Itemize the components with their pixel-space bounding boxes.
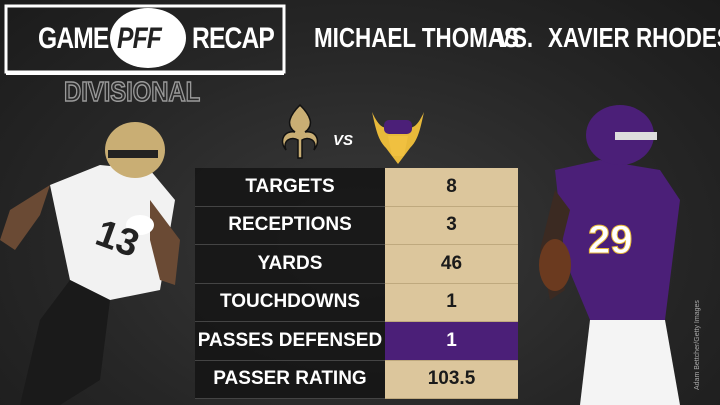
stat-value: 1 [385,322,518,361]
stat-label: TARGETS [195,168,385,207]
header-game: GAME [38,22,109,55]
stat-label: TOUCHDOWNS [195,283,385,322]
logos-vs: VS [333,132,354,149]
logo-oval [110,8,186,68]
saints-logo [281,103,319,159]
jersey-right: 29 [588,218,633,263]
player-right [539,105,680,405]
stat-value: 1 [385,283,518,322]
stat-label: PASSER RATING [195,360,385,399]
player1-name: MICHAEL THOMAS [314,22,519,53]
vikings-logo [372,112,424,164]
header-recap: RECAP [192,22,275,55]
header-logo: PFF [117,22,162,55]
stat-label: RECEPTIONS [195,206,385,245]
photo-credit: Adam Bettcher/Getty Images [694,300,701,390]
vs-label: VS. [497,22,534,53]
header-round: DIVISIONAL [63,75,201,108]
stat-label: YARDS [195,245,385,284]
stat-label: PASSES DEFENSED [195,322,385,361]
stat-value: 46 [385,245,518,284]
stat-value: 8 [385,168,518,207]
stat-value: 3 [385,206,518,245]
player-left [0,122,180,405]
header-box [4,4,286,74]
player2-name: XAVIER RHODES [548,22,720,53]
stat-value: 103.5 [385,360,518,399]
